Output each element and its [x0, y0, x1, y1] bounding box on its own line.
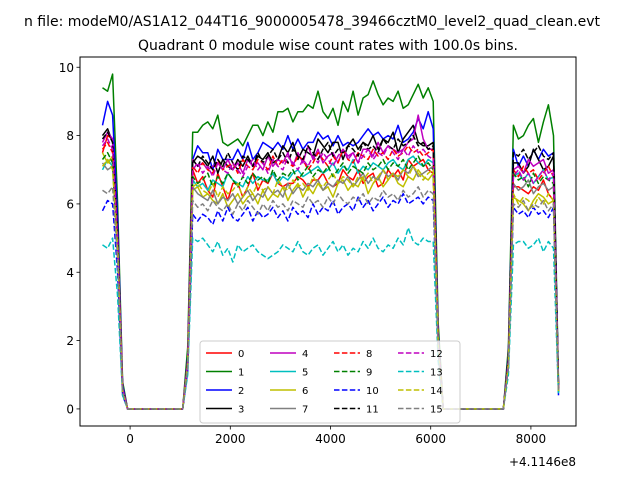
y-tick-label: 8 [66, 129, 74, 143]
legend-label-13: 13 [430, 368, 443, 379]
legend-label-2: 2 [238, 386, 244, 397]
legend-label-8: 8 [366, 349, 372, 360]
legend-label-12: 12 [430, 349, 443, 360]
legend-label-6: 6 [302, 386, 308, 397]
y-tick-label: 2 [66, 334, 74, 348]
legend-label-14: 14 [430, 386, 443, 397]
legend-label-15: 15 [430, 405, 443, 416]
x-tick-label: 8000 [516, 432, 547, 446]
figure-suptitle: n file: modeM0/AS1A12_044T16_9000005478_… [24, 14, 601, 30]
series-line-15 [102, 186, 560, 410]
x-tick-label: 6000 [415, 432, 446, 446]
y-tick-label: 4 [66, 266, 74, 280]
legend-label-10: 10 [366, 386, 379, 397]
legend-label-7: 7 [302, 405, 308, 416]
series-layer [101, 73, 560, 410]
y-tick-label: 10 [59, 61, 74, 75]
legend-box [199, 340, 461, 424]
x-tick-label: 4000 [315, 432, 346, 446]
legend-label-9: 9 [366, 368, 372, 379]
legend-label-11: 11 [366, 405, 379, 416]
x-offset-label: +4.1146e8 [509, 455, 576, 469]
y-tick-label: 6 [66, 197, 74, 211]
x-tick-label: 0 [126, 432, 134, 446]
chart-title: Quadrant 0 module wise count rates with … [138, 38, 518, 54]
plot-frame [79, 56, 577, 427]
legend-label-5: 5 [302, 368, 308, 379]
legend-label-3: 3 [238, 405, 244, 416]
y-axis: 0 2 4 6 8 10 [59, 61, 80, 416]
legend-label-1: 1 [238, 368, 244, 379]
x-axis: 0 2000 4000 6000 8000 [126, 426, 546, 446]
legend-label-4: 4 [302, 349, 308, 360]
x-tick-label: 2000 [215, 432, 246, 446]
y-tick-label: 0 [66, 402, 74, 416]
legend-label-0: 0 [238, 349, 244, 360]
